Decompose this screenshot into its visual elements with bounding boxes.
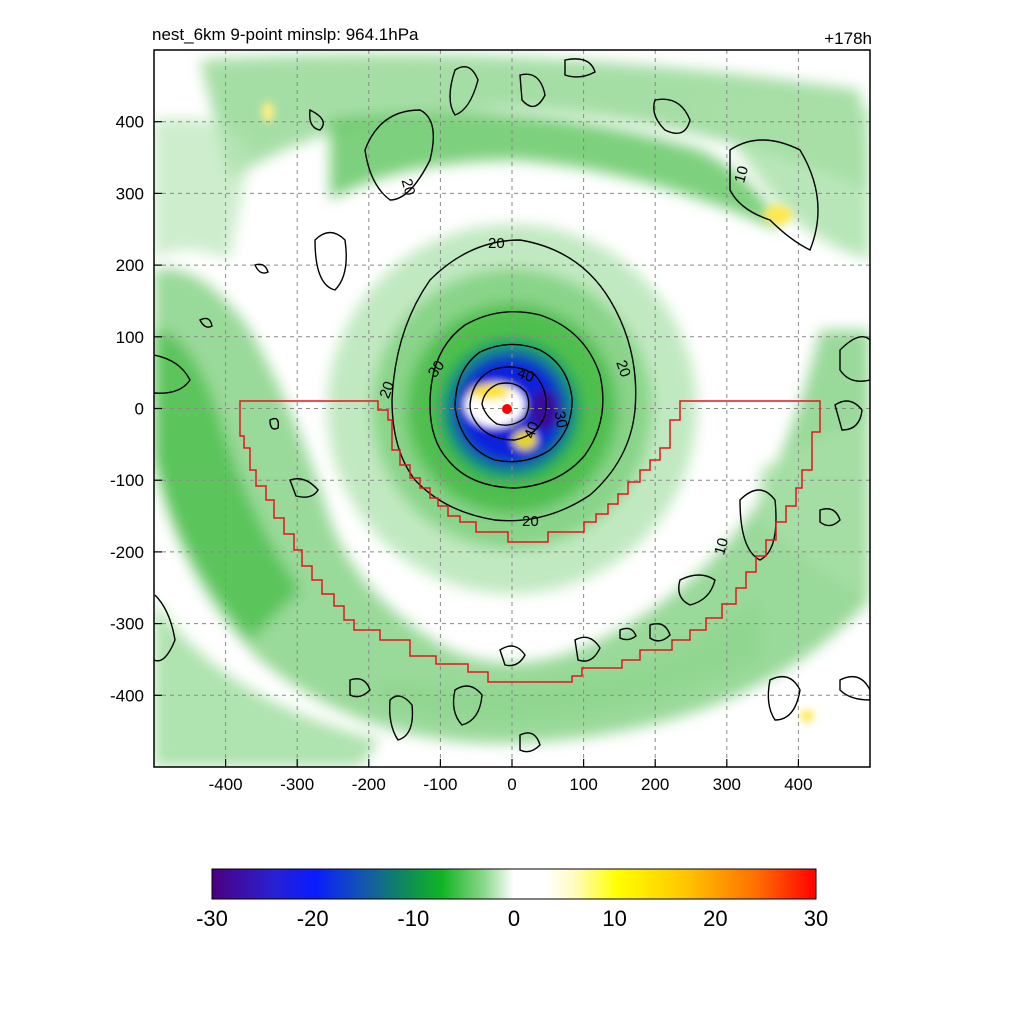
contour-label: 10 (711, 536, 732, 557)
x-axis: -400 -300 -200 -100 0 100 200 300 400 (209, 759, 813, 794)
contour-label: 30 (551, 410, 571, 429)
contour-label: 20 (522, 513, 539, 530)
contour-label: 20 (612, 358, 634, 379)
contour-label: 10 (731, 164, 752, 185)
y-axis: 400 300 200 100 0 -100 -200 -300 -400 (110, 113, 162, 705)
colorbar-tick-label: 0 (508, 906, 520, 931)
colorbar-tick-label: -10 (397, 906, 429, 931)
contour-labels: 20 20 20 20 20 30 40 30 40 10 10 (376, 164, 752, 557)
colorbar-scale (211, 868, 817, 900)
y-tick-label: -400 (110, 686, 144, 705)
x-tick-label: 100 (569, 775, 597, 794)
x-tick-label: -100 (423, 775, 457, 794)
contour-label: 20 (376, 379, 398, 400)
y-tick-label: -300 (110, 615, 144, 634)
y-tick-label: 0 (135, 400, 144, 419)
colorbar-tick-label: 20 (703, 906, 727, 931)
y-tick-label: -200 (110, 543, 144, 562)
colorbar-tick-label: 10 (602, 906, 626, 931)
colorbar: -30 -20 -10 0 10 20 30 (196, 868, 828, 931)
x-tick-label: 400 (784, 775, 812, 794)
y-tick-label: 200 (116, 256, 144, 275)
x-tick-label: -400 (209, 775, 243, 794)
plot-area (154, 50, 870, 767)
colorbar-ticks: -30 -20 -10 0 10 20 30 (196, 906, 828, 931)
colorbar-tick-label: -30 (196, 906, 228, 931)
contour-label: 40 (515, 364, 536, 386)
colorbar-tick-label: -20 (297, 906, 329, 931)
x-tick-label: -300 (280, 775, 314, 794)
storm-center-marker (502, 404, 512, 414)
contour-lines (154, 58, 870, 753)
y-tick-label: 400 (116, 113, 144, 132)
contour-label: 20 (488, 235, 505, 252)
y-tick-label: 300 (116, 184, 144, 203)
x-tick-label: 200 (641, 775, 669, 794)
forecast-hour-label: +178h (824, 29, 872, 48)
colorbar-tick-label: 30 (804, 906, 828, 931)
contour-label: 40 (521, 419, 543, 440)
x-tick-label: 300 (713, 775, 741, 794)
chart-title: nest_6km 9-point minslp: 964.1hPa (152, 25, 419, 44)
y-tick-label: 100 (116, 328, 144, 347)
contour-label: 20 (398, 177, 419, 198)
y-tick-label: -100 (110, 471, 144, 490)
verification-boundary (239, 400, 821, 683)
x-tick-label: -200 (352, 775, 386, 794)
contour-label: 30 (425, 357, 448, 380)
x-tick-label: 0 (507, 775, 516, 794)
